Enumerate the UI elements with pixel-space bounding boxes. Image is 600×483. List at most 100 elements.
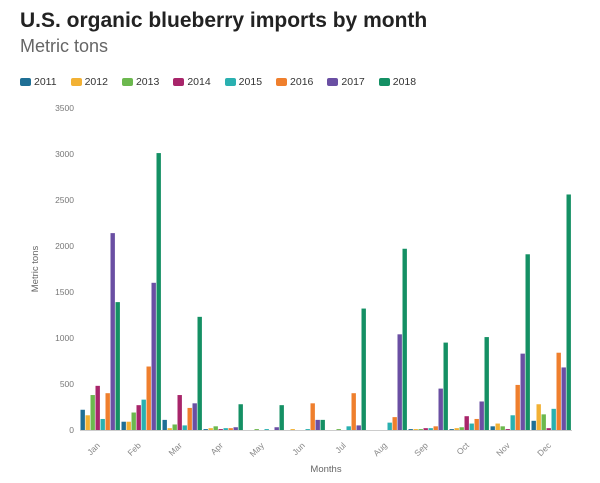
bar-2017-Apr bbox=[233, 427, 238, 430]
bar-2014-Jan bbox=[95, 385, 100, 430]
bar-2016-Jun bbox=[310, 403, 315, 430]
bar-2011-Nov bbox=[490, 426, 495, 430]
bar-2018-Aug bbox=[402, 248, 407, 430]
legend-item-2014: 2014 bbox=[173, 76, 211, 88]
bar-2014-Apr bbox=[218, 429, 223, 430]
bar-2013-Nov bbox=[500, 426, 505, 430]
bar-2016-Jul bbox=[351, 393, 356, 430]
bar-2016-Feb bbox=[146, 366, 151, 430]
bar-2012-Oct bbox=[454, 428, 459, 430]
bar-2013-Oct bbox=[459, 427, 464, 430]
bar-2015-Jul bbox=[346, 426, 351, 430]
legend-swatch bbox=[224, 78, 236, 86]
legend-label: 2011 bbox=[34, 76, 57, 88]
x-tick-label: Dec bbox=[535, 440, 553, 458]
bar-2018-Jul bbox=[361, 308, 366, 430]
legend-item-2012: 2012 bbox=[70, 76, 108, 88]
bar-2011-Feb bbox=[121, 421, 126, 430]
bar-2016-Sep bbox=[433, 426, 438, 430]
bar-2015-Aug bbox=[387, 422, 392, 430]
x-tick-label: Oct bbox=[454, 440, 471, 457]
bar-2016-Mar bbox=[187, 407, 192, 430]
y-tick-label: 3500 bbox=[55, 103, 74, 113]
bar-2018-Jan bbox=[115, 302, 120, 430]
bar-2012-Jan bbox=[85, 415, 90, 430]
bar-2012-Dec bbox=[536, 404, 541, 430]
y-tick-label: 0 bbox=[69, 425, 74, 435]
bar-2017-Dec bbox=[561, 367, 566, 430]
bar-2016-Jan bbox=[105, 393, 110, 430]
x-tick-label: Jan bbox=[85, 440, 102, 457]
bar-2013-May bbox=[254, 429, 259, 430]
bar-2014-Feb bbox=[136, 405, 141, 430]
bar-2011-Apr bbox=[203, 429, 208, 430]
x-tick-label: Aug bbox=[371, 440, 389, 458]
bar-2014-Nov bbox=[505, 429, 510, 430]
y-tick-label: 1000 bbox=[55, 333, 74, 343]
bar-2017-Jan bbox=[110, 233, 115, 430]
legend-label: 2017 bbox=[341, 76, 365, 88]
y-tick-label: 3000 bbox=[55, 149, 74, 159]
bar-2015-Apr bbox=[223, 428, 228, 430]
bar-2015-May bbox=[264, 429, 269, 430]
bar-2015-Mar bbox=[182, 425, 187, 430]
bar-2014-Oct bbox=[464, 416, 469, 430]
bar-2018-Feb bbox=[156, 153, 161, 430]
bar-2016-Apr bbox=[228, 428, 233, 430]
bar-2011-Mar bbox=[162, 419, 167, 430]
bar-2017-Aug bbox=[397, 334, 402, 430]
bar-2015-Feb bbox=[141, 399, 146, 430]
bar-2016-Aug bbox=[392, 417, 397, 430]
bar-2015-Dec bbox=[551, 408, 556, 430]
bar-2011-Oct bbox=[449, 429, 454, 430]
bar-2012-Nov bbox=[495, 423, 500, 430]
x-tick-label: Nov bbox=[494, 440, 512, 458]
bar-2017-Jun bbox=[315, 419, 320, 430]
bar-2013-Feb bbox=[131, 412, 136, 430]
bar-2012-Sep bbox=[413, 429, 418, 430]
legend-swatch bbox=[378, 78, 390, 86]
bar-2012-Apr bbox=[208, 428, 213, 430]
bar-2017-Nov bbox=[520, 353, 525, 430]
bar-2014-Mar bbox=[177, 395, 182, 430]
bar-2018-Sep bbox=[443, 342, 448, 430]
legend: 2011 2012 2013 2014 2015 2016 2017 2018 bbox=[20, 76, 430, 88]
legend-label: 2016 bbox=[290, 76, 314, 88]
bar-2018-Oct bbox=[484, 337, 489, 430]
legend-swatch bbox=[276, 78, 288, 86]
bar-2016-Nov bbox=[515, 384, 520, 430]
bar-2011-Dec bbox=[531, 420, 536, 430]
bar-2011-Jan bbox=[80, 409, 85, 430]
bar-2012-Mar bbox=[167, 428, 172, 430]
x-tick-label: May bbox=[247, 440, 266, 459]
bar-2016-Dec bbox=[556, 352, 561, 430]
bar-2017-Mar bbox=[192, 403, 197, 430]
legend-item-2017: 2017 bbox=[327, 76, 365, 88]
legend-item-2015: 2015 bbox=[224, 76, 263, 88]
bar-2014-Dec bbox=[546, 428, 551, 430]
bar-2017-Sep bbox=[438, 388, 443, 430]
bar-2015-Jan bbox=[100, 418, 105, 430]
bar-2015-Jun bbox=[305, 429, 310, 430]
bar-2013-Dec bbox=[541, 414, 546, 430]
legend-label: 2012 bbox=[84, 76, 108, 88]
bar-2018-Mar bbox=[197, 316, 202, 430]
bar-2018-Apr bbox=[238, 404, 243, 430]
legend-item-2011: 2011 bbox=[20, 76, 57, 88]
legend-label: 2015 bbox=[238, 76, 263, 88]
y-tick-label: 1500 bbox=[55, 287, 74, 297]
x-tick-label: Apr bbox=[208, 440, 225, 457]
legend-item-2013: 2013 bbox=[121, 76, 160, 88]
x-axis-title: Months bbox=[310, 464, 341, 475]
chart-title: U.S. organic blueberry imports by month bbox=[20, 9, 428, 32]
bar-2014-Sep bbox=[423, 428, 428, 430]
x-tick-label: Mar bbox=[166, 440, 184, 458]
bar-2018-Nov bbox=[525, 254, 530, 430]
bar-2017-Jul bbox=[356, 425, 361, 430]
y-axis-title: Metric tons bbox=[30, 246, 41, 293]
bar-2018-Dec bbox=[566, 194, 571, 430]
legend-label: 2013 bbox=[135, 76, 160, 88]
x-tick-label: Jun bbox=[290, 440, 307, 457]
y-tick-label: 2000 bbox=[55, 241, 74, 251]
x-tick-label: Feb bbox=[125, 440, 143, 458]
